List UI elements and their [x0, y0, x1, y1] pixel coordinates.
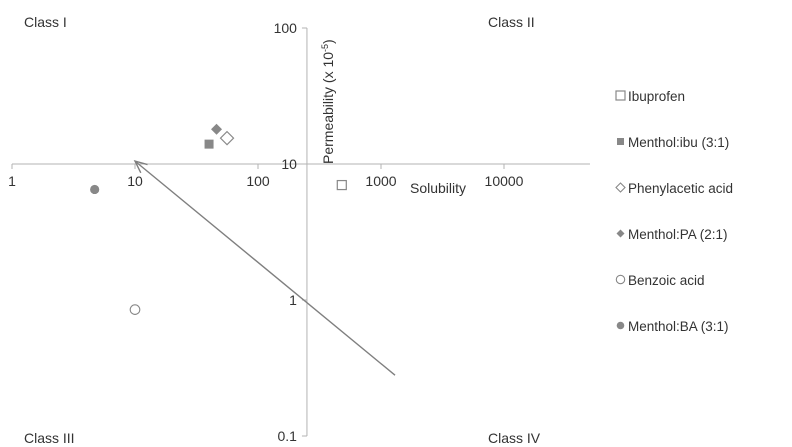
y-axis-tick-label: 0.1 — [277, 428, 297, 444]
x-axis-tick-label: 10000 — [485, 173, 524, 189]
quadrant-label-class-iv: Class IV — [488, 430, 541, 446]
legend-label: Menthol:PA (2:1) — [628, 226, 728, 242]
axes: 1 10 100 1000 10000 0.1 1 10 100 — [8, 20, 590, 444]
x-axis-tick-label: 100 — [246, 173, 270, 189]
legend-filled-circle-icon — [614, 319, 627, 334]
y-axis-tick-label: 100 — [274, 20, 298, 36]
axis-labels: Solubility Permeability (x 10-5) — [320, 39, 466, 196]
legend-item-ibuprofen: Ibuprofen — [614, 86, 685, 106]
x-axis-label: Solubility — [410, 180, 466, 196]
trend-arrow — [133, 160, 396, 376]
data-point-menthol-ibu-3-1 — [204, 139, 214, 149]
y-axis-tick-label: 1 — [289, 292, 297, 308]
legend-item-benzoic-acid: Benzoic acid — [614, 270, 705, 290]
legend-open-diamond-icon — [614, 181, 627, 196]
quadrant-label-class-i: Class I — [24, 14, 67, 30]
legend-label: Phenylacetic acid — [628, 180, 734, 196]
y-axis-label-base: Permeability (x 10 — [320, 52, 336, 164]
data-point-menthol-ba-3-1 — [90, 184, 100, 195]
legend-item-phenylacetic-acid: Phenylacetic acid — [614, 178, 733, 198]
y-axis-label: Permeability (x 10-5) — [320, 39, 336, 164]
legend-item-menthol-pa: Menthol:PA (2:1) — [614, 224, 728, 244]
y-axis-label-exponent: -5 — [320, 44, 330, 52]
legend-filled-diamond-icon — [614, 227, 627, 242]
data-point-ibuprofen — [336, 179, 347, 191]
quadrant-label-class-iii: Class III — [24, 430, 75, 446]
y-axis-tick-label: 10 — [281, 156, 297, 172]
data-points — [90, 123, 347, 315]
legend-label: Ibuprofen — [628, 88, 686, 104]
quadrant-label-class-ii: Class II — [488, 14, 535, 30]
legend-open-circle-icon — [614, 273, 627, 288]
legend-label: Menthol:BA (3:1) — [628, 318, 729, 334]
x-axis-tick-label: 10 — [127, 173, 143, 189]
trend-arrow-line — [134, 160, 396, 376]
legend-item-menthol-ibu: Menthol:ibu (3:1) — [614, 132, 729, 152]
legend-label: Menthol:ibu (3:1) — [628, 134, 730, 150]
trend-arrow-head — [133, 160, 148, 174]
quadrant-labels: Class I Class II Class III Class IV — [24, 14, 541, 446]
data-point-phenylacetic-acid — [219, 130, 235, 146]
x-axis-tick-label: 1000 — [365, 173, 396, 189]
legend-label: Benzoic acid — [628, 272, 705, 288]
legend-item-menthol-ba: Menthol:BA (3:1) — [614, 316, 729, 336]
data-point-benzoic-acid — [129, 304, 141, 315]
x-axis-tick-label: 1 — [8, 173, 16, 189]
legend-filled-square-icon — [614, 135, 627, 150]
legend-open-square-icon — [614, 89, 627, 104]
y-axis-label-close: ) — [320, 39, 336, 44]
chart-plot: 1 10 100 1000 10000 0.1 1 10 100 Solubility Perm… — [8, 14, 590, 446]
data-point-menthol-pa-2-1 — [211, 123, 223, 135]
